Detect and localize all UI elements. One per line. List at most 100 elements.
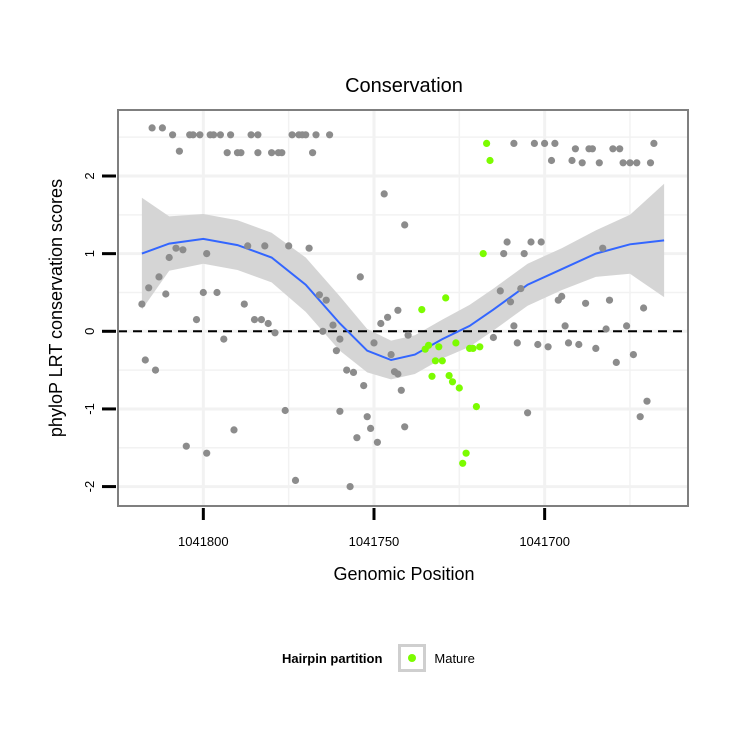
data-point xyxy=(626,159,634,167)
data-point xyxy=(203,250,211,258)
data-point xyxy=(629,351,638,359)
data-point xyxy=(404,331,412,339)
x-tick-label: 1041800 xyxy=(178,534,229,549)
data-point xyxy=(213,288,221,297)
data-point xyxy=(394,370,402,378)
data-point xyxy=(595,159,603,167)
data-point xyxy=(370,339,378,347)
mature-point xyxy=(472,403,480,411)
data-point xyxy=(592,344,600,352)
data-point xyxy=(155,273,163,281)
data-point xyxy=(380,190,388,198)
mature-point xyxy=(479,250,487,258)
data-point xyxy=(309,149,317,157)
data-point xyxy=(349,368,358,376)
mature-point xyxy=(445,372,453,380)
data-point xyxy=(643,397,651,405)
data-point xyxy=(182,442,190,450)
data-point xyxy=(582,299,590,307)
data-point xyxy=(346,483,354,491)
data-point xyxy=(609,145,617,153)
panel-border xyxy=(117,109,689,507)
y-axis-label: phyloP LRT conservation scores xyxy=(46,179,66,437)
data-point xyxy=(489,333,497,342)
data-point xyxy=(223,149,231,157)
data-point xyxy=(503,238,511,246)
data-point xyxy=(244,242,252,250)
data-point xyxy=(145,284,153,292)
mature-point xyxy=(431,357,439,365)
mature-point xyxy=(428,372,436,380)
data-point xyxy=(220,335,228,343)
data-point xyxy=(192,316,201,324)
data-point xyxy=(254,149,262,157)
data-point xyxy=(203,449,211,457)
data-point xyxy=(387,351,395,359)
x-tick-label: 1041750 xyxy=(349,534,400,549)
data-point xyxy=(599,244,607,252)
data-points xyxy=(138,124,658,491)
data-point xyxy=(564,339,573,347)
data-point xyxy=(612,358,620,366)
data-point xyxy=(568,156,576,165)
data-point xyxy=(373,438,381,446)
legend-key xyxy=(398,644,427,672)
data-point xyxy=(547,156,556,165)
data-point xyxy=(541,139,549,147)
data-point xyxy=(561,322,569,330)
mature-point xyxy=(435,343,443,351)
data-point xyxy=(623,322,631,330)
data-point xyxy=(394,306,402,314)
mature-point xyxy=(448,378,457,386)
data-point xyxy=(141,356,149,364)
grid-lines xyxy=(117,110,688,506)
y-tick-label: -1 xyxy=(82,403,97,415)
data-point xyxy=(268,149,276,157)
data-point xyxy=(302,131,310,139)
data-point xyxy=(257,316,265,324)
data-point xyxy=(500,250,508,258)
data-point xyxy=(196,131,204,139)
data-point xyxy=(646,159,655,167)
data-point xyxy=(230,426,238,434)
data-point xyxy=(329,321,337,329)
data-point xyxy=(527,238,535,246)
data-point xyxy=(616,145,624,153)
data-point xyxy=(513,339,521,347)
data-point xyxy=(401,221,409,229)
mature-point xyxy=(438,357,446,365)
data-point xyxy=(367,424,375,432)
data-point xyxy=(179,246,187,254)
x-axis-label: Genomic Position xyxy=(333,564,474,584)
data-point xyxy=(578,159,586,167)
data-point xyxy=(189,131,197,139)
data-point xyxy=(571,145,580,153)
mature-point xyxy=(462,449,470,457)
data-point xyxy=(336,335,344,343)
data-point xyxy=(254,131,262,139)
mature-point xyxy=(469,344,477,352)
data-point xyxy=(401,423,409,431)
data-point xyxy=(312,131,320,139)
mature-point xyxy=(452,339,460,347)
data-point xyxy=(199,288,207,297)
data-point xyxy=(315,291,323,299)
mature-point xyxy=(459,459,467,467)
data-point xyxy=(551,139,559,147)
data-point xyxy=(247,131,255,139)
data-point xyxy=(271,329,279,337)
mature-point xyxy=(418,306,426,314)
data-point xyxy=(640,304,648,312)
x-tick-label: 1041700 xyxy=(519,534,570,549)
legend-title: Hairpin partition xyxy=(282,650,383,666)
data-point xyxy=(138,300,146,308)
data-point xyxy=(619,159,627,167)
data-point xyxy=(151,366,160,374)
plot-panel xyxy=(117,109,689,507)
data-point xyxy=(537,238,545,246)
data-point xyxy=(250,316,259,324)
data-point xyxy=(353,434,361,442)
y-tick-label: 2 xyxy=(82,172,97,179)
data-point xyxy=(148,124,156,132)
